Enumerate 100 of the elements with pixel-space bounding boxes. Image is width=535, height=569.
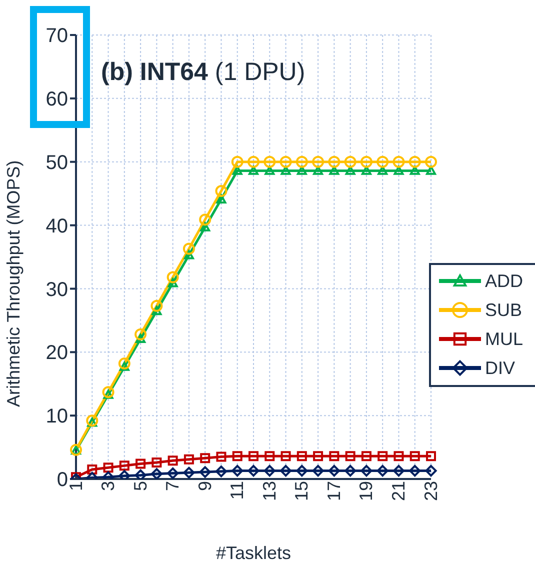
point	[329, 166, 340, 175]
y-tick-label: 30	[46, 278, 68, 301]
x-axis-title: #Tasklets	[216, 543, 292, 563]
point	[119, 460, 130, 471]
point	[313, 451, 324, 462]
point	[167, 467, 179, 479]
legend-label: SUB	[485, 300, 522, 320]
point	[280, 451, 291, 462]
point	[231, 156, 244, 168]
point	[425, 464, 437, 477]
point	[166, 271, 179, 284]
point	[329, 451, 340, 462]
point	[199, 214, 212, 226]
point	[312, 156, 324, 168]
y-axis-title: Arithmetic Throughput (MOPS)	[3, 160, 24, 407]
point	[426, 166, 436, 175]
point	[87, 464, 98, 474]
x-tick-label: 9	[194, 481, 215, 492]
y-tick-label: 10	[46, 406, 68, 428]
y-tick-label: 20	[46, 342, 68, 364]
point	[345, 166, 356, 175]
point	[134, 469, 146, 479]
point	[360, 464, 372, 477]
point	[102, 386, 114, 398]
point	[280, 166, 291, 175]
point	[199, 466, 211, 478]
point	[378, 451, 388, 462]
x-tick-label: 13	[259, 481, 280, 502]
point	[103, 390, 114, 399]
point	[264, 464, 276, 477]
point	[152, 458, 162, 468]
point	[394, 451, 404, 462]
x-tick-label: 15	[292, 481, 312, 502]
point	[296, 464, 308, 477]
point	[150, 468, 162, 479]
legend-label: DIV	[485, 358, 516, 378]
point	[280, 156, 292, 168]
x-tick-label: 17	[324, 481, 344, 502]
point	[119, 362, 130, 371]
point	[87, 418, 98, 427]
point	[168, 278, 178, 288]
x-tick-label: 23	[420, 481, 441, 502]
point	[118, 358, 130, 370]
point	[200, 222, 210, 232]
y-tick-label: 0	[56, 469, 68, 492]
point	[134, 328, 147, 340]
point	[344, 464, 356, 477]
point	[409, 464, 421, 477]
point	[328, 156, 340, 168]
y-tick-label: 40	[46, 215, 68, 238]
x-tick-label: 19	[356, 481, 376, 502]
point	[232, 451, 242, 462]
point	[425, 156, 437, 168]
legend-label: MUL	[485, 328, 524, 350]
y-tick-label: 70	[46, 25, 68, 48]
point	[264, 451, 275, 462]
point	[361, 166, 372, 175]
point	[313, 166, 324, 175]
point	[408, 156, 421, 168]
x-tick-label: 5	[130, 481, 150, 492]
point	[232, 464, 244, 477]
point	[216, 194, 226, 204]
point	[280, 464, 292, 477]
point	[426, 451, 436, 462]
point	[410, 166, 420, 175]
point	[248, 156, 260, 168]
point	[200, 453, 210, 464]
point	[183, 466, 195, 478]
point	[248, 451, 258, 462]
point	[376, 464, 388, 477]
point	[296, 451, 307, 462]
point	[184, 454, 194, 464]
text: (1 DPU)	[214, 58, 306, 86]
point	[184, 250, 194, 260]
point	[360, 156, 372, 168]
point	[378, 166, 388, 175]
point	[328, 464, 340, 477]
point	[118, 470, 130, 479]
x-tick-label: 1	[66, 481, 86, 492]
point	[264, 156, 276, 168]
point	[215, 466, 228, 478]
point	[152, 306, 162, 316]
point	[376, 156, 389, 168]
point	[392, 464, 405, 477]
point	[264, 166, 275, 175]
point	[215, 185, 228, 198]
point	[248, 166, 258, 175]
point	[136, 458, 146, 469]
point	[296, 166, 307, 175]
x-tick-label: 21	[388, 481, 409, 502]
point	[361, 451, 372, 462]
point	[392, 156, 405, 168]
point	[394, 166, 404, 175]
point	[216, 452, 226, 462]
point	[345, 451, 356, 462]
legend-label: ADD	[485, 270, 524, 292]
point	[103, 462, 114, 473]
point	[248, 464, 260, 477]
y-tick-label: 60	[46, 88, 68, 111]
point	[168, 456, 178, 466]
